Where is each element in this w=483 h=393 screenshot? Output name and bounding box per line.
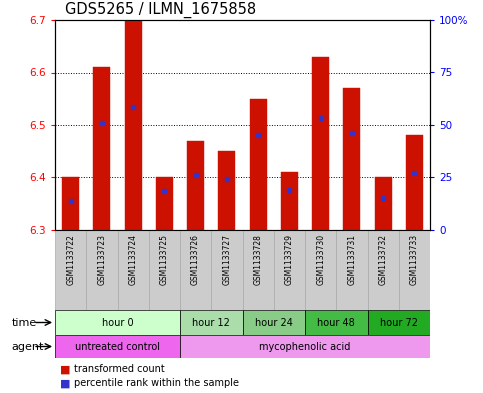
Bar bbox=[218, 151, 236, 230]
Bar bbox=[374, 178, 392, 230]
Bar bbox=[250, 99, 267, 230]
Text: GSM1133728: GSM1133728 bbox=[254, 234, 263, 285]
Bar bbox=[281, 172, 298, 230]
Bar bbox=[368, 230, 399, 310]
Bar bbox=[242, 230, 274, 310]
Text: GSM1133730: GSM1133730 bbox=[316, 234, 325, 285]
Bar bbox=[93, 67, 111, 230]
Text: untreated control: untreated control bbox=[75, 342, 160, 351]
Bar bbox=[336, 230, 368, 310]
Text: hour 48: hour 48 bbox=[317, 318, 355, 327]
Text: GSM1133729: GSM1133729 bbox=[285, 234, 294, 285]
Bar bbox=[117, 230, 149, 310]
Bar bbox=[180, 310, 242, 335]
Text: hour 72: hour 72 bbox=[380, 318, 418, 327]
Bar bbox=[312, 57, 329, 230]
Bar bbox=[62, 178, 79, 230]
Text: hour 24: hour 24 bbox=[255, 318, 293, 327]
Text: hour 0: hour 0 bbox=[102, 318, 133, 327]
Text: ■: ■ bbox=[60, 364, 71, 375]
Text: hour 12: hour 12 bbox=[192, 318, 230, 327]
Text: transformed count: transformed count bbox=[74, 364, 165, 375]
Bar bbox=[55, 230, 86, 310]
Text: GSM1133724: GSM1133724 bbox=[128, 234, 138, 285]
Bar bbox=[149, 230, 180, 310]
Text: GSM1133723: GSM1133723 bbox=[98, 234, 106, 285]
Bar bbox=[305, 230, 336, 310]
Bar bbox=[55, 310, 180, 335]
Text: GSM1133722: GSM1133722 bbox=[66, 234, 75, 285]
Bar bbox=[211, 230, 242, 310]
Text: time: time bbox=[12, 318, 37, 327]
Bar bbox=[242, 310, 305, 335]
Text: GSM1133733: GSM1133733 bbox=[410, 234, 419, 285]
Text: GDS5265 / ILMN_1675858: GDS5265 / ILMN_1675858 bbox=[65, 2, 256, 18]
Bar bbox=[55, 335, 180, 358]
Bar bbox=[180, 335, 430, 358]
Bar bbox=[187, 141, 204, 230]
Bar bbox=[274, 230, 305, 310]
Text: GSM1133732: GSM1133732 bbox=[379, 234, 388, 285]
Bar bbox=[125, 20, 142, 230]
Bar bbox=[86, 230, 117, 310]
Text: GSM1133726: GSM1133726 bbox=[191, 234, 200, 285]
Text: percentile rank within the sample: percentile rank within the sample bbox=[74, 378, 239, 388]
Bar bbox=[305, 310, 368, 335]
Text: GSM1133727: GSM1133727 bbox=[222, 234, 231, 285]
Text: ■: ■ bbox=[60, 378, 71, 388]
Bar bbox=[343, 88, 360, 230]
Text: mycophenolic acid: mycophenolic acid bbox=[259, 342, 351, 351]
Text: agent: agent bbox=[12, 342, 44, 351]
Text: GSM1133731: GSM1133731 bbox=[347, 234, 356, 285]
Bar bbox=[399, 230, 430, 310]
Bar bbox=[406, 136, 423, 230]
Bar bbox=[368, 310, 430, 335]
Text: GSM1133725: GSM1133725 bbox=[160, 234, 169, 285]
Bar bbox=[156, 178, 173, 230]
Bar bbox=[180, 230, 211, 310]
